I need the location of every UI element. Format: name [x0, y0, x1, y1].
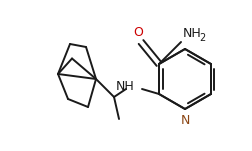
Text: NH: NH [182, 27, 201, 40]
Text: NH: NH [115, 80, 134, 93]
Text: O: O [133, 26, 142, 39]
Text: N: N [180, 114, 189, 127]
Text: 2: 2 [198, 33, 204, 43]
